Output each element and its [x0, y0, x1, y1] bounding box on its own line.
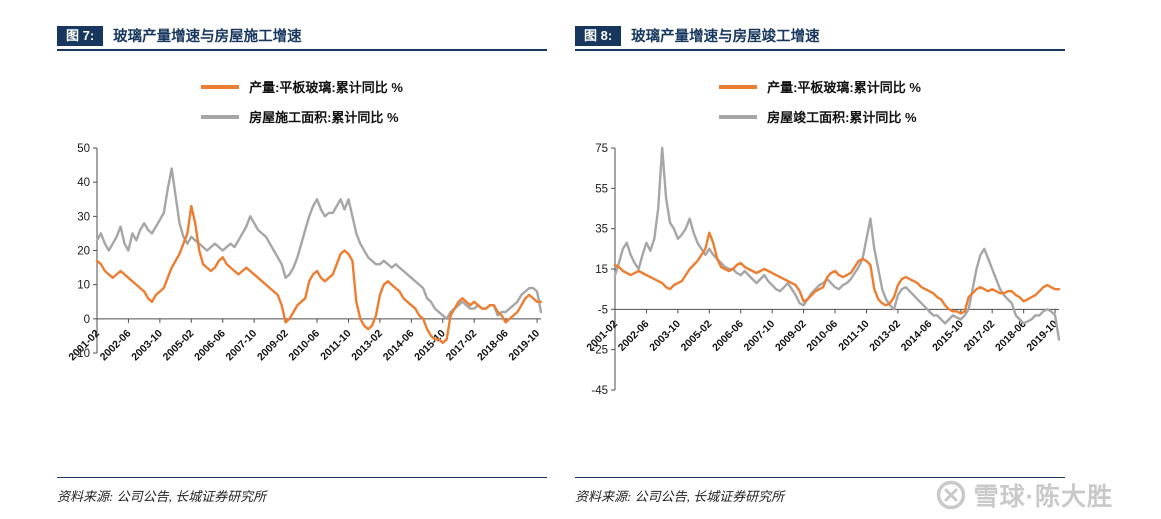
svg-text:2010-06: 2010-06: [804, 318, 840, 354]
figure7-title: 玻璃产量增速与房屋施工增速: [113, 29, 302, 45]
figure8-title-bar: 图 8: 玻璃产量增速与房屋竣工增速: [575, 25, 1065, 51]
svg-text:2011-10: 2011-10: [318, 327, 353, 362]
legend-label-production: 产量:平板玻璃:累计同比 %: [249, 80, 403, 95]
figure7-label-chip: 图 7:: [57, 25, 104, 46]
legend-item-construction: 房屋施工面积:累计同比 %: [201, 107, 403, 126]
legend-label-production: 产量:平板玻璃:累计同比 %: [767, 80, 921, 95]
svg-text:2014-06: 2014-06: [381, 327, 417, 363]
svg-text:75: 75: [595, 143, 608, 155]
legend-label-construction: 房屋施工面积:累计同比 %: [249, 110, 399, 125]
svg-text:0: 0: [84, 314, 90, 326]
svg-text:2007-10: 2007-10: [224, 327, 260, 363]
svg-text:-10: -10: [73, 348, 90, 360]
svg-text:2011-10: 2011-10: [836, 318, 871, 353]
svg-text:2007-10: 2007-10: [742, 318, 778, 354]
svg-text:55: 55: [595, 183, 608, 195]
svg-text:2019-10: 2019-10: [506, 327, 542, 363]
figure8-title: 玻璃产量增速与房屋竣工增速: [631, 29, 820, 45]
svg-text:30: 30: [77, 211, 90, 223]
legend-swatch-gray: [201, 114, 240, 119]
legend-swatch-orange: [201, 84, 240, 89]
svg-text:2005-02: 2005-02: [679, 318, 715, 354]
svg-text:2009-02: 2009-02: [773, 318, 809, 354]
svg-text:2006-06: 2006-06: [192, 327, 228, 363]
svg-text:2018-06: 2018-06: [475, 327, 511, 363]
figure-panel-7: 图 7: 玻璃产量增速与房屋施工增速 产量:平板玻璃:累计同比 % 房屋施工面积…: [57, 25, 547, 505]
svg-text:-45: -45: [591, 385, 608, 397]
legend-item-completion: 房屋竣工面积:累计同比 %: [719, 107, 921, 126]
figure-panel-8: 图 8: 玻璃产量增速与房屋竣工增速 产量:平板玻璃:累计同比 % 房屋竣工面积…: [575, 25, 1065, 505]
legend-item-production: 产量:平板玻璃:累计同比 %: [719, 77, 921, 96]
svg-text:2010-06: 2010-06: [286, 327, 322, 363]
legend-item-production: 产量:平板玻璃:累计同比 %: [201, 77, 403, 96]
svg-text:20: 20: [77, 246, 90, 258]
figure8-label-chip: 图 8:: [575, 25, 622, 46]
figure7-legend: 产量:平板玻璃:累计同比 % 房屋施工面积:累计同比 %: [201, 77, 403, 126]
legend-label-completion: 房屋竣工面积:累计同比 %: [767, 110, 917, 125]
figure7-source-note: 资料来源: 公司公告, 长城证券研究所: [57, 477, 547, 505]
figure8-legend: 产量:平板玻璃:累计同比 % 房屋竣工面积:累计同比 %: [719, 77, 921, 126]
svg-text:2017-02: 2017-02: [962, 318, 998, 354]
svg-text:2014-06: 2014-06: [899, 318, 935, 354]
svg-text:2003-10: 2003-10: [647, 318, 683, 354]
svg-text:2005-02: 2005-02: [161, 327, 197, 363]
svg-text:40: 40: [77, 177, 90, 189]
svg-text:-5: -5: [598, 304, 608, 316]
svg-text:-25: -25: [591, 345, 608, 357]
legend-swatch-gray: [719, 114, 758, 119]
svg-text:2013-02: 2013-02: [349, 327, 385, 363]
watermark-text: 雪球·陈大胜: [973, 483, 1113, 511]
svg-text:2015-10: 2015-10: [930, 318, 966, 354]
watermark: 雪球·陈大胜: [936, 477, 1113, 513]
svg-text:2019-10: 2019-10: [1024, 318, 1060, 354]
svg-text:2006-06: 2006-06: [710, 318, 746, 354]
xueqiu-logo-icon: [936, 480, 965, 510]
line-chart-fig7: 50403020100-102001-022002-062003-102005-…: [66, 143, 542, 363]
svg-text:15: 15: [595, 264, 608, 276]
svg-text:2003-10: 2003-10: [129, 327, 165, 363]
legend-swatch-orange: [719, 84, 758, 89]
svg-text:35: 35: [595, 224, 608, 236]
figure8-source-note: 资料来源: 公司公告, 长城证券研究所: [575, 477, 1065, 505]
svg-text:10: 10: [77, 280, 90, 292]
svg-text:2009-02: 2009-02: [255, 327, 291, 363]
line-chart-fig8: 75553515-5-25-452001-022002-062003-10200…: [584, 143, 1060, 397]
svg-text:2002-06: 2002-06: [98, 327, 134, 363]
svg-text:50: 50: [77, 143, 90, 155]
figure7-title-bar: 图 7: 玻璃产量增速与房屋施工增速: [57, 25, 547, 51]
svg-text:2002-06: 2002-06: [616, 318, 652, 354]
svg-text:2013-02: 2013-02: [867, 318, 903, 354]
